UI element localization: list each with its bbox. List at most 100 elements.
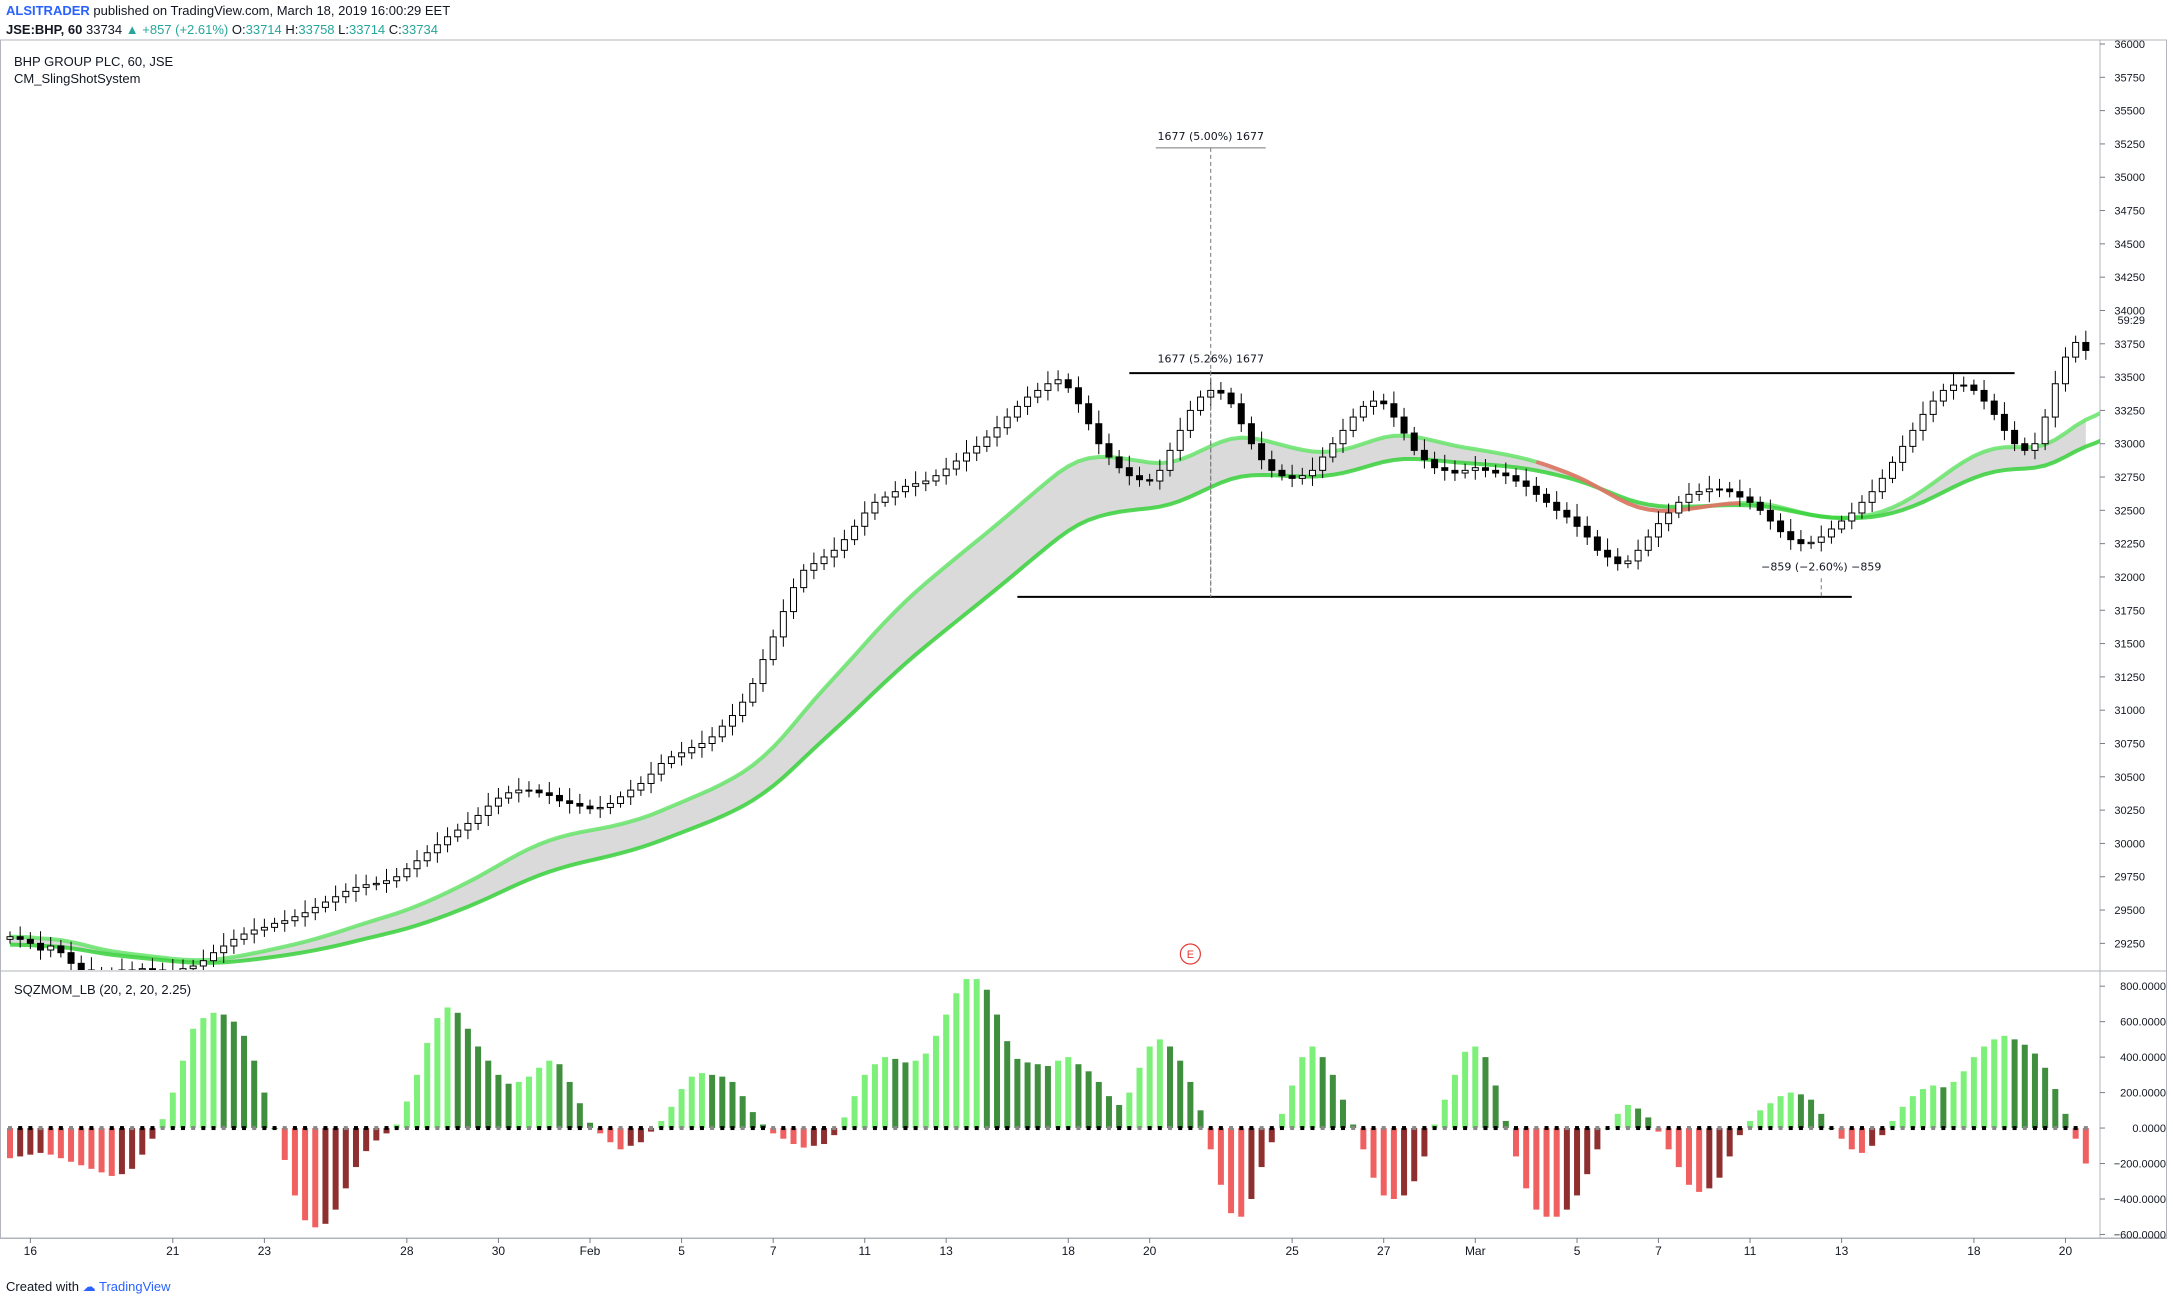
candle-body: [1909, 429, 1917, 447]
author-name[interactable]: ALSITRADER: [6, 3, 90, 18]
candle-body: [728, 715, 736, 727]
time-axis-label: 18: [1967, 1244, 1981, 1258]
candle-body: [1980, 389, 1988, 402]
momentum-bar: [179, 1060, 186, 1129]
momentum-bar: [1167, 1046, 1174, 1129]
momentum-bar: [902, 1062, 909, 1129]
squeeze-dot: [1442, 1126, 1447, 1131]
candle-body: [525, 789, 533, 792]
squeeze-dot: [547, 1126, 552, 1131]
squeeze-dot: [1717, 1126, 1722, 1131]
momentum-bar: [414, 1074, 421, 1129]
momentum-bar: [169, 1092, 176, 1129]
squeeze-dot: [1493, 1126, 1498, 1131]
price-axis-label: 30500: [2114, 772, 2145, 784]
squeeze-dot: [1788, 1126, 1793, 1131]
candle-body: [2021, 443, 2029, 451]
momentum-bar: [1838, 1128, 1845, 1139]
candle-body: [1563, 509, 1571, 518]
momentum-bar: [332, 1128, 339, 1210]
candle-body: [820, 556, 828, 565]
squeeze-dot: [1188, 1126, 1193, 1131]
squeeze-dot: [1921, 1126, 1926, 1131]
squeeze-dot: [2073, 1126, 2078, 1131]
candle-body: [830, 549, 838, 558]
candle-body: [1085, 403, 1093, 425]
squeeze-dot: [567, 1126, 572, 1131]
candle-body: [535, 789, 543, 794]
squeeze-dot: [862, 1126, 867, 1131]
momentum-bar: [363, 1128, 370, 1152]
momentum-bar: [2042, 1067, 2049, 1129]
momentum-bar: [1665, 1128, 1672, 1150]
squeeze-dot: [1381, 1126, 1386, 1131]
candle-body: [2082, 341, 2090, 351]
momentum-bar: [749, 1112, 756, 1129]
squeeze-dot: [1402, 1126, 1407, 1131]
candle-body: [1298, 475, 1306, 479]
momentum-bar: [1553, 1128, 1560, 1217]
publish-header: ALSITRADER published on TradingView.com,…: [6, 3, 450, 18]
candle-body: [952, 460, 960, 470]
squeeze-dot: [2012, 1126, 2017, 1131]
momentum-bar: [1360, 1128, 1367, 1150]
candle-body: [790, 587, 798, 613]
time-axis-label: 18: [1062, 1244, 1076, 1258]
candle-body: [1370, 400, 1378, 407]
candle-body: [718, 725, 726, 738]
squeeze-dot: [38, 1126, 43, 1131]
momentum-bar: [1492, 1085, 1499, 1129]
momentum-bar: [1512, 1128, 1519, 1157]
momentum-bar: [251, 1060, 258, 1129]
squeeze-dot: [557, 1126, 562, 1131]
momentum-bar: [1309, 1046, 1316, 1129]
earnings-marker-icon: [1179, 943, 1201, 965]
momentum-pane-title[interactable]: SQZMOM_LB (20, 2, 20, 2.25): [14, 982, 192, 997]
momentum-bar: [454, 1012, 461, 1129]
squeeze-dot: [1880, 1126, 1885, 1131]
momentum-bar: [495, 1074, 502, 1129]
squeeze-dot: [1279, 1126, 1284, 1131]
candle-body: [983, 436, 991, 447]
squeeze-dot: [1391, 1126, 1396, 1131]
momentum-bar: [159, 1119, 166, 1129]
candle-body: [963, 452, 971, 462]
squeeze-dot: [710, 1126, 715, 1131]
candle-body: [1522, 480, 1530, 487]
candle-body: [372, 882, 380, 886]
indicator-name[interactable]: CM_SlingShotSystem: [14, 71, 141, 86]
squeeze-dot: [679, 1126, 684, 1131]
momentum-bar: [739, 1096, 746, 1129]
candle-body: [932, 475, 940, 482]
candle-body: [515, 789, 523, 794]
momentum-bar: [1523, 1128, 1530, 1189]
squeeze-dot: [628, 1126, 633, 1131]
momentum-bar: [210, 1012, 217, 1129]
momentum-bar: [1970, 1057, 1977, 1129]
squeeze-dot: [364, 1126, 369, 1131]
squeeze-dot: [689, 1126, 694, 1131]
momentum-axis-label: 600.0000: [2120, 1017, 2166, 1029]
squeeze-dot: [282, 1126, 287, 1131]
squeeze-dot: [781, 1126, 786, 1131]
candle-body: [240, 933, 248, 940]
candle-body: [1329, 443, 1337, 458]
tradingview-logo[interactable]: ☁ TradingView: [82, 1279, 171, 1294]
candle-body: [586, 805, 594, 810]
squeeze-dot: [394, 1126, 399, 1131]
candle-body: [1766, 509, 1774, 522]
ohlc-header: JSE:BHP, 60 33734 ▲ +857 (+2.61%) O:3371…: [6, 22, 438, 37]
squeeze-dot: [1982, 1126, 1987, 1131]
candle-body: [189, 965, 197, 970]
momentum-bar: [831, 1128, 838, 1136]
squeeze-dot: [1320, 1126, 1325, 1131]
open-value: 33714: [245, 22, 282, 37]
squeeze-dot: [2022, 1126, 2027, 1131]
squeeze-dot: [333, 1126, 338, 1131]
price-axis-label: 33750: [2114, 339, 2145, 351]
squeeze-dot: [28, 1126, 33, 1131]
candle-body: [250, 929, 258, 935]
squeeze-dot: [1137, 1126, 1142, 1131]
candle-body: [1095, 423, 1103, 445]
